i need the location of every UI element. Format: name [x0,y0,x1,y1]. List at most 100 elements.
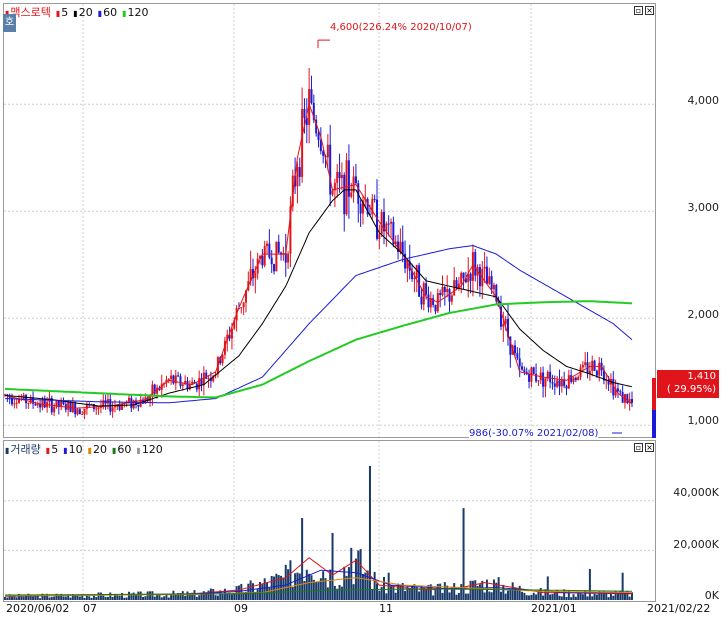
volume-legend-item[interactable]: ▮60 [112,443,131,456]
volume-bar [8,594,11,600]
volume-bar [460,584,463,600]
candle-body [425,283,428,295]
candle-body [516,353,519,359]
volume-bar [60,593,63,600]
ma-line-60 [5,244,633,404]
volume-bar [15,597,18,600]
volume-bar [36,594,39,600]
volume-legend-item[interactable]: ▮20 [88,443,107,456]
volume-bar [605,592,608,600]
candle-body [528,374,531,382]
volume-bar [81,594,84,600]
candle-body [55,400,58,407]
volume-bar [394,592,397,600]
candle-body [200,378,203,386]
candle-body [230,328,233,339]
volume-bar [584,590,587,600]
x-axis-label: 2020/06/02 [6,602,70,615]
candle-body [411,270,414,280]
candle-body [34,403,37,406]
candle-body [226,334,229,341]
candle-body [78,409,81,415]
volume-bar [378,590,381,600]
candle-body [209,378,212,382]
volume-bar [163,596,166,600]
close-icon[interactable]: × [645,6,654,15]
volume-bar [104,596,107,600]
x-axis-label: 2021/01 [531,602,577,615]
candle-body [81,414,84,416]
price-legend-item[interactable]: ▮5 [56,6,68,19]
candle-body [4,394,6,396]
candle-body [584,362,587,365]
volume-legend-item[interactable]: ▮거래량 [5,443,41,456]
candle-body [507,318,510,337]
volume-bar [401,583,404,600]
volume-bar [453,583,456,600]
candle-body [273,264,276,272]
ma-line-20 [4,189,633,407]
volume-bar [242,592,245,600]
candle-body [401,241,404,254]
volume-bar [181,591,184,600]
volume-legend-item[interactable]: ▮120 [136,443,162,456]
volume-bar [280,575,283,600]
volume-bar [312,579,315,600]
chart-mode-tab[interactable]: 호 [3,14,16,32]
volume-bar [502,584,505,600]
volume-bar [212,589,215,600]
candle-body [460,272,463,284]
candle-body [308,89,311,125]
volume-bar [277,575,280,600]
volume-legend-item[interactable]: ▮10 [63,443,82,456]
candle-body [60,401,63,408]
candle-body [326,144,329,158]
candle-body [32,397,35,404]
close-icon[interactable]: × [645,443,654,452]
volume-bar [455,594,458,600]
candle-body [137,404,140,407]
volume-bar [436,583,439,600]
candle-body [499,306,502,327]
candle-body [202,372,205,386]
volume-bar [345,575,348,600]
candle-body [345,160,348,215]
candle-body [392,221,395,245]
volume-bar [544,589,547,600]
candle-body [118,405,121,410]
volume-bar [27,593,30,600]
volume-bar [375,583,378,600]
volume-bar [343,566,346,600]
volume-bar [165,594,168,600]
candle-body [457,283,460,289]
volume-bar [219,590,222,600]
candle-body [242,302,245,308]
price-legend-item[interactable]: ▮120 [122,6,148,19]
volume-bar [205,592,208,600]
volume-bar [549,594,552,600]
candle-body [18,399,21,403]
volume-bar [92,595,95,600]
volume-bar [383,576,386,600]
volume-bar [62,596,65,600]
x-axis-label: 07 [83,602,97,615]
price-chart-panel[interactable] [3,3,656,438]
candle-body [616,388,619,392]
candle-body [111,407,114,412]
volume-bar [69,597,72,600]
volume-bar [593,593,596,600]
price-legend-item[interactable]: ▮맥스로텍 [5,6,51,19]
candle-body [390,221,393,224]
legend-label: 5 [61,6,69,19]
restore-icon[interactable]: ▫ [634,6,643,15]
volume-bar [476,585,479,600]
price-legend-item[interactable]: ▮60 [98,6,117,19]
candle-body [427,294,430,308]
restore-icon[interactable]: ▫ [634,443,643,452]
volume-bar [244,591,247,600]
price-legend-item[interactable]: ▮20 [73,6,92,19]
volume-bar [319,578,322,600]
legend-marker-icon: ▮ [45,446,51,455]
volume-legend-item[interactable]: ▮5 [46,443,58,456]
volume-bar [397,583,400,600]
